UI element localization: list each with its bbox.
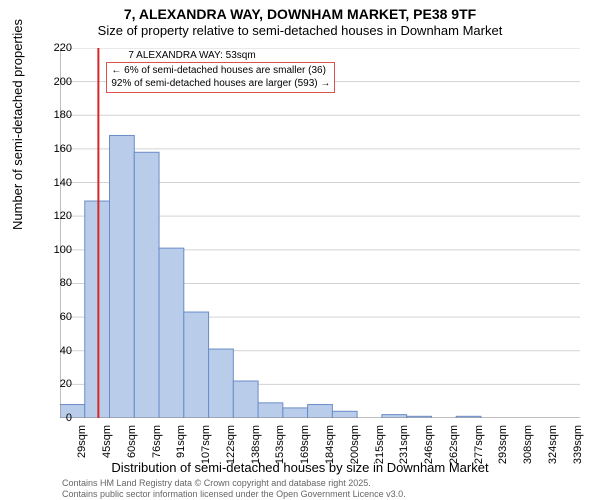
y-tick-label: 0 (42, 412, 72, 424)
x-tick-label: 107sqm (200, 425, 212, 464)
x-tick-label: 262sqm (448, 425, 460, 464)
x-tick-label: 76sqm (151, 425, 163, 458)
histogram-bar (332, 411, 357, 418)
y-tick-label: 60 (42, 311, 72, 323)
histogram-bar (209, 349, 234, 418)
histogram-bar (258, 403, 283, 418)
histogram-plot (60, 48, 580, 418)
histogram-bar (308, 405, 333, 418)
x-tick-label: 169sqm (299, 425, 311, 464)
x-tick-label: 138sqm (250, 425, 262, 464)
y-tick-label: 200 (42, 76, 72, 88)
y-axis-label: Number of semi-detached properties (10, 19, 25, 230)
x-tick-label: 215sqm (374, 425, 386, 464)
x-tick-label: 91sqm (175, 425, 187, 458)
marker-annotation-box: ← 6% of semi-detached houses are smaller… (106, 62, 335, 93)
x-tick-label: 308sqm (522, 425, 534, 464)
y-tick-label: 220 (42, 42, 72, 54)
x-tick-label: 231sqm (398, 425, 410, 464)
annotation-line-smaller: ← 6% of semi-detached houses are smaller… (111, 65, 330, 78)
y-tick-label: 160 (42, 143, 72, 155)
x-tick-label: 122sqm (225, 425, 237, 464)
chart-subtitle: Size of property relative to semi-detach… (0, 23, 600, 38)
x-tick-label: 339sqm (572, 425, 584, 464)
chart-title-block: 7, ALEXANDRA WAY, DOWNHAM MARKET, PE38 9… (0, 0, 600, 38)
y-tick-label: 20 (42, 378, 72, 390)
marker-annotation-title: 7 ALEXANDRA WAY: 53sqm (128, 50, 255, 61)
x-tick-label: 29sqm (76, 425, 88, 458)
x-tick-label: 200sqm (349, 425, 361, 464)
x-tick-label: 184sqm (324, 425, 336, 464)
credits-block: Contains HM Land Registry data © Crown c… (62, 478, 406, 500)
y-tick-label: 40 (42, 345, 72, 357)
y-tick-label: 140 (42, 177, 72, 189)
annotation-line-larger: 92% of semi-detached houses are larger (… (111, 78, 330, 91)
histogram-bar (85, 201, 110, 418)
credits-line-1: Contains HM Land Registry data © Crown c… (62, 478, 406, 489)
y-tick-label: 180 (42, 109, 72, 121)
x-tick-label: 153sqm (274, 425, 286, 464)
x-tick-label: 60sqm (126, 425, 138, 458)
y-tick-label: 100 (42, 244, 72, 256)
histogram-bar (382, 415, 407, 418)
chart-title: 7, ALEXANDRA WAY, DOWNHAM MARKET, PE38 9… (0, 6, 600, 22)
x-tick-label: 293sqm (497, 425, 509, 464)
x-tick-label: 324sqm (547, 425, 559, 464)
chart-area: 7 ALEXANDRA WAY: 53sqm ← 6% of semi-deta… (60, 48, 580, 418)
histogram-bar (134, 152, 159, 418)
y-tick-label: 120 (42, 210, 72, 222)
x-tick-label: 246sqm (423, 425, 435, 464)
x-tick-label: 277sqm (473, 425, 485, 464)
y-tick-label: 80 (42, 277, 72, 289)
credits-line-2: Contains public sector information licen… (62, 489, 406, 500)
histogram-bar (159, 248, 184, 418)
histogram-bar (233, 381, 258, 418)
histogram-bar (184, 312, 209, 418)
x-tick-label: 45sqm (101, 425, 113, 458)
histogram-bar (110, 135, 135, 418)
histogram-bar (283, 408, 308, 418)
